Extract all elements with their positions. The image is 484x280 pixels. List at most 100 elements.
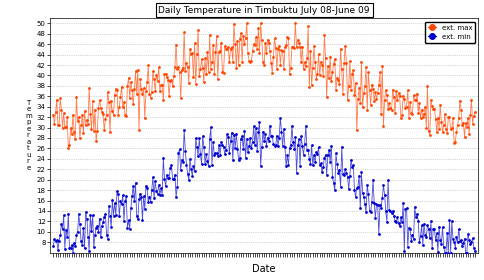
Point bbox=[390, 95, 398, 100]
Point bbox=[444, 115, 452, 120]
Point bbox=[432, 238, 439, 242]
Point bbox=[318, 63, 326, 67]
Point bbox=[200, 80, 208, 85]
Point bbox=[253, 47, 261, 52]
Point bbox=[163, 75, 171, 79]
Point bbox=[83, 216, 91, 221]
Point bbox=[83, 117, 91, 122]
Point bbox=[222, 46, 230, 51]
Point bbox=[262, 143, 270, 148]
Point bbox=[378, 64, 386, 68]
Point bbox=[69, 250, 77, 255]
Point bbox=[64, 146, 72, 150]
Point bbox=[197, 57, 205, 62]
Point bbox=[301, 141, 308, 146]
Point bbox=[375, 83, 383, 88]
Point bbox=[121, 199, 129, 204]
Point bbox=[147, 95, 154, 100]
Point bbox=[399, 94, 407, 98]
Point bbox=[187, 52, 195, 56]
Point bbox=[403, 206, 410, 210]
Point bbox=[67, 126, 75, 130]
Point bbox=[363, 183, 371, 187]
Point bbox=[152, 73, 160, 77]
Point bbox=[111, 93, 119, 98]
Point bbox=[325, 148, 333, 152]
Point bbox=[69, 112, 77, 117]
Point bbox=[203, 159, 211, 163]
Point bbox=[389, 87, 396, 92]
Point bbox=[100, 128, 108, 133]
Point bbox=[311, 59, 319, 64]
Point bbox=[332, 88, 340, 92]
Point bbox=[257, 21, 265, 25]
Point bbox=[260, 138, 268, 143]
Point bbox=[388, 211, 395, 215]
Point bbox=[161, 72, 168, 76]
Point bbox=[172, 43, 180, 47]
Point bbox=[463, 250, 471, 255]
Point bbox=[56, 233, 64, 237]
Point bbox=[295, 40, 303, 45]
Point bbox=[272, 143, 280, 147]
Point bbox=[122, 194, 130, 199]
Point bbox=[306, 162, 314, 166]
Point bbox=[144, 63, 152, 68]
Point bbox=[400, 249, 408, 254]
Point bbox=[271, 143, 278, 148]
Point bbox=[456, 238, 464, 243]
Point bbox=[253, 149, 261, 153]
Point bbox=[338, 67, 346, 71]
Point bbox=[382, 209, 390, 214]
Point bbox=[70, 130, 78, 134]
Point bbox=[296, 164, 304, 168]
Point bbox=[449, 236, 457, 241]
Point bbox=[414, 111, 422, 115]
Point bbox=[369, 178, 377, 182]
Point bbox=[120, 219, 128, 223]
Point bbox=[374, 90, 381, 95]
Point bbox=[408, 232, 416, 237]
Point bbox=[245, 143, 253, 148]
Point bbox=[383, 93, 391, 97]
Point bbox=[276, 62, 284, 67]
Point bbox=[381, 98, 389, 102]
Point bbox=[443, 231, 451, 235]
Point bbox=[435, 225, 443, 229]
Point bbox=[331, 188, 339, 192]
Point bbox=[340, 61, 348, 65]
Point bbox=[134, 217, 142, 221]
Point bbox=[295, 137, 303, 142]
Point bbox=[252, 35, 260, 39]
Point bbox=[199, 65, 207, 70]
X-axis label: Date: Date bbox=[252, 264, 276, 274]
Point bbox=[308, 143, 316, 148]
Point bbox=[240, 147, 247, 151]
Point bbox=[289, 45, 297, 50]
Point bbox=[256, 119, 263, 124]
Point bbox=[359, 105, 366, 109]
Point bbox=[367, 103, 375, 107]
Point bbox=[140, 86, 148, 90]
Point bbox=[97, 106, 105, 110]
Point bbox=[355, 86, 363, 90]
Point bbox=[398, 220, 406, 225]
Point bbox=[249, 48, 257, 53]
Point bbox=[329, 70, 336, 74]
Point bbox=[330, 62, 337, 66]
Point bbox=[173, 67, 181, 71]
Point bbox=[300, 67, 307, 72]
Point bbox=[120, 100, 128, 105]
Point bbox=[394, 221, 402, 226]
Point bbox=[330, 181, 337, 185]
Point bbox=[92, 139, 100, 143]
Point bbox=[309, 66, 317, 71]
Point bbox=[368, 200, 376, 204]
Point bbox=[374, 203, 381, 208]
Point bbox=[391, 219, 399, 224]
Point bbox=[149, 175, 157, 179]
Point bbox=[105, 203, 113, 208]
Point bbox=[256, 51, 263, 55]
Point bbox=[223, 47, 231, 51]
Point bbox=[316, 73, 324, 78]
